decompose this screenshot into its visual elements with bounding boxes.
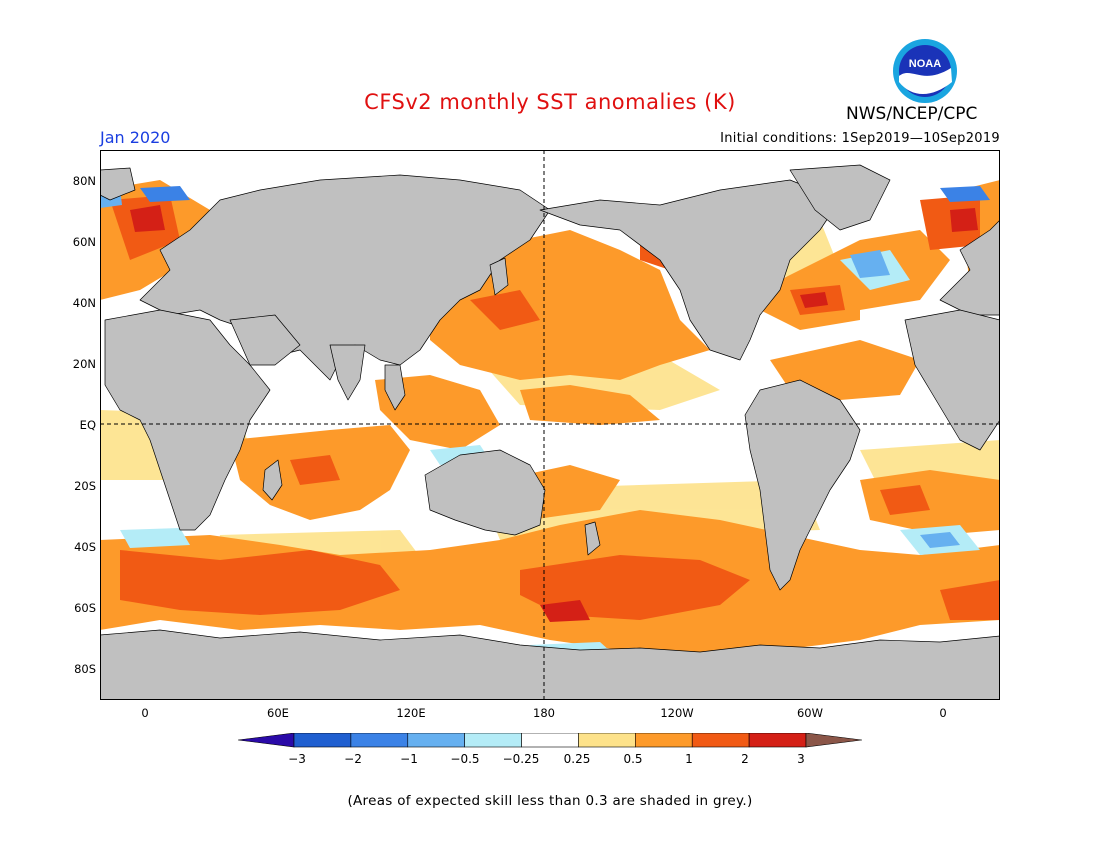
colorbar-label: −2 [344,752,362,766]
lon-label: 120E [396,706,426,720]
colorbar-bin [748,733,807,748]
lon-label: 0 [141,706,149,720]
colorbar-bin [238,733,295,748]
lat-label: 80S [74,662,96,676]
colorbar-bin [691,733,750,748]
skill-footnote: (Areas of expected skill less than 0.3 a… [347,793,753,809]
lon-label: 60W [796,706,823,720]
sst-anomaly-map [100,150,1000,700]
land-masses [100,164,1000,700]
lat-label: 40S [74,540,96,554]
lat-label: 20S [74,479,96,493]
lat-label: 60S [74,601,96,615]
colorbar-label: −3 [288,752,306,766]
lon-label: 60E [267,706,289,720]
colorbar-label: −0.5 [450,752,480,766]
logo-text: NOAA [909,58,941,70]
colorbar-bin [521,733,579,748]
color-scale-bar [238,733,862,748]
colorbar-bin [805,733,862,748]
lon-label: 120W [660,706,694,720]
colorbar-bin [407,733,465,748]
colorbar-label: −0.25 [502,752,540,766]
lon-label: 0 [939,706,947,720]
lat-label: 80N [72,174,96,188]
colorbar-bin [293,733,352,748]
anomaly-2-3-areas [130,205,978,622]
colorbar-label: 0.5 [623,752,643,766]
colorbar-label: −1 [400,752,418,766]
initial-conditions: Initial conditions: 1Sep2019—10Sep2019 [720,131,1000,146]
colorbar-label: 0.25 [563,752,591,766]
lat-label: 20N [72,357,96,371]
agency-label: NWS/NCEP/CPC [846,104,978,124]
map-title: CFSv2 monthly SST anomalies (K) [364,90,736,114]
colorbar-bin [635,733,693,748]
lat-label: EQ [79,418,96,432]
forecast-period: Jan 2020 [100,128,171,147]
colorbar-label: 3 [797,752,805,766]
colorbar-bin [350,733,409,748]
colorbar-bin [578,733,636,748]
lat-label: 40N [72,296,96,310]
colorbar-bin [464,733,522,748]
lon-label: 180 [533,706,555,720]
noaa-logo: NOAA [892,38,958,104]
colorbar-label: 1 [685,752,693,766]
colorbar-label: 2 [741,752,749,766]
lat-label: 60N [72,235,96,249]
